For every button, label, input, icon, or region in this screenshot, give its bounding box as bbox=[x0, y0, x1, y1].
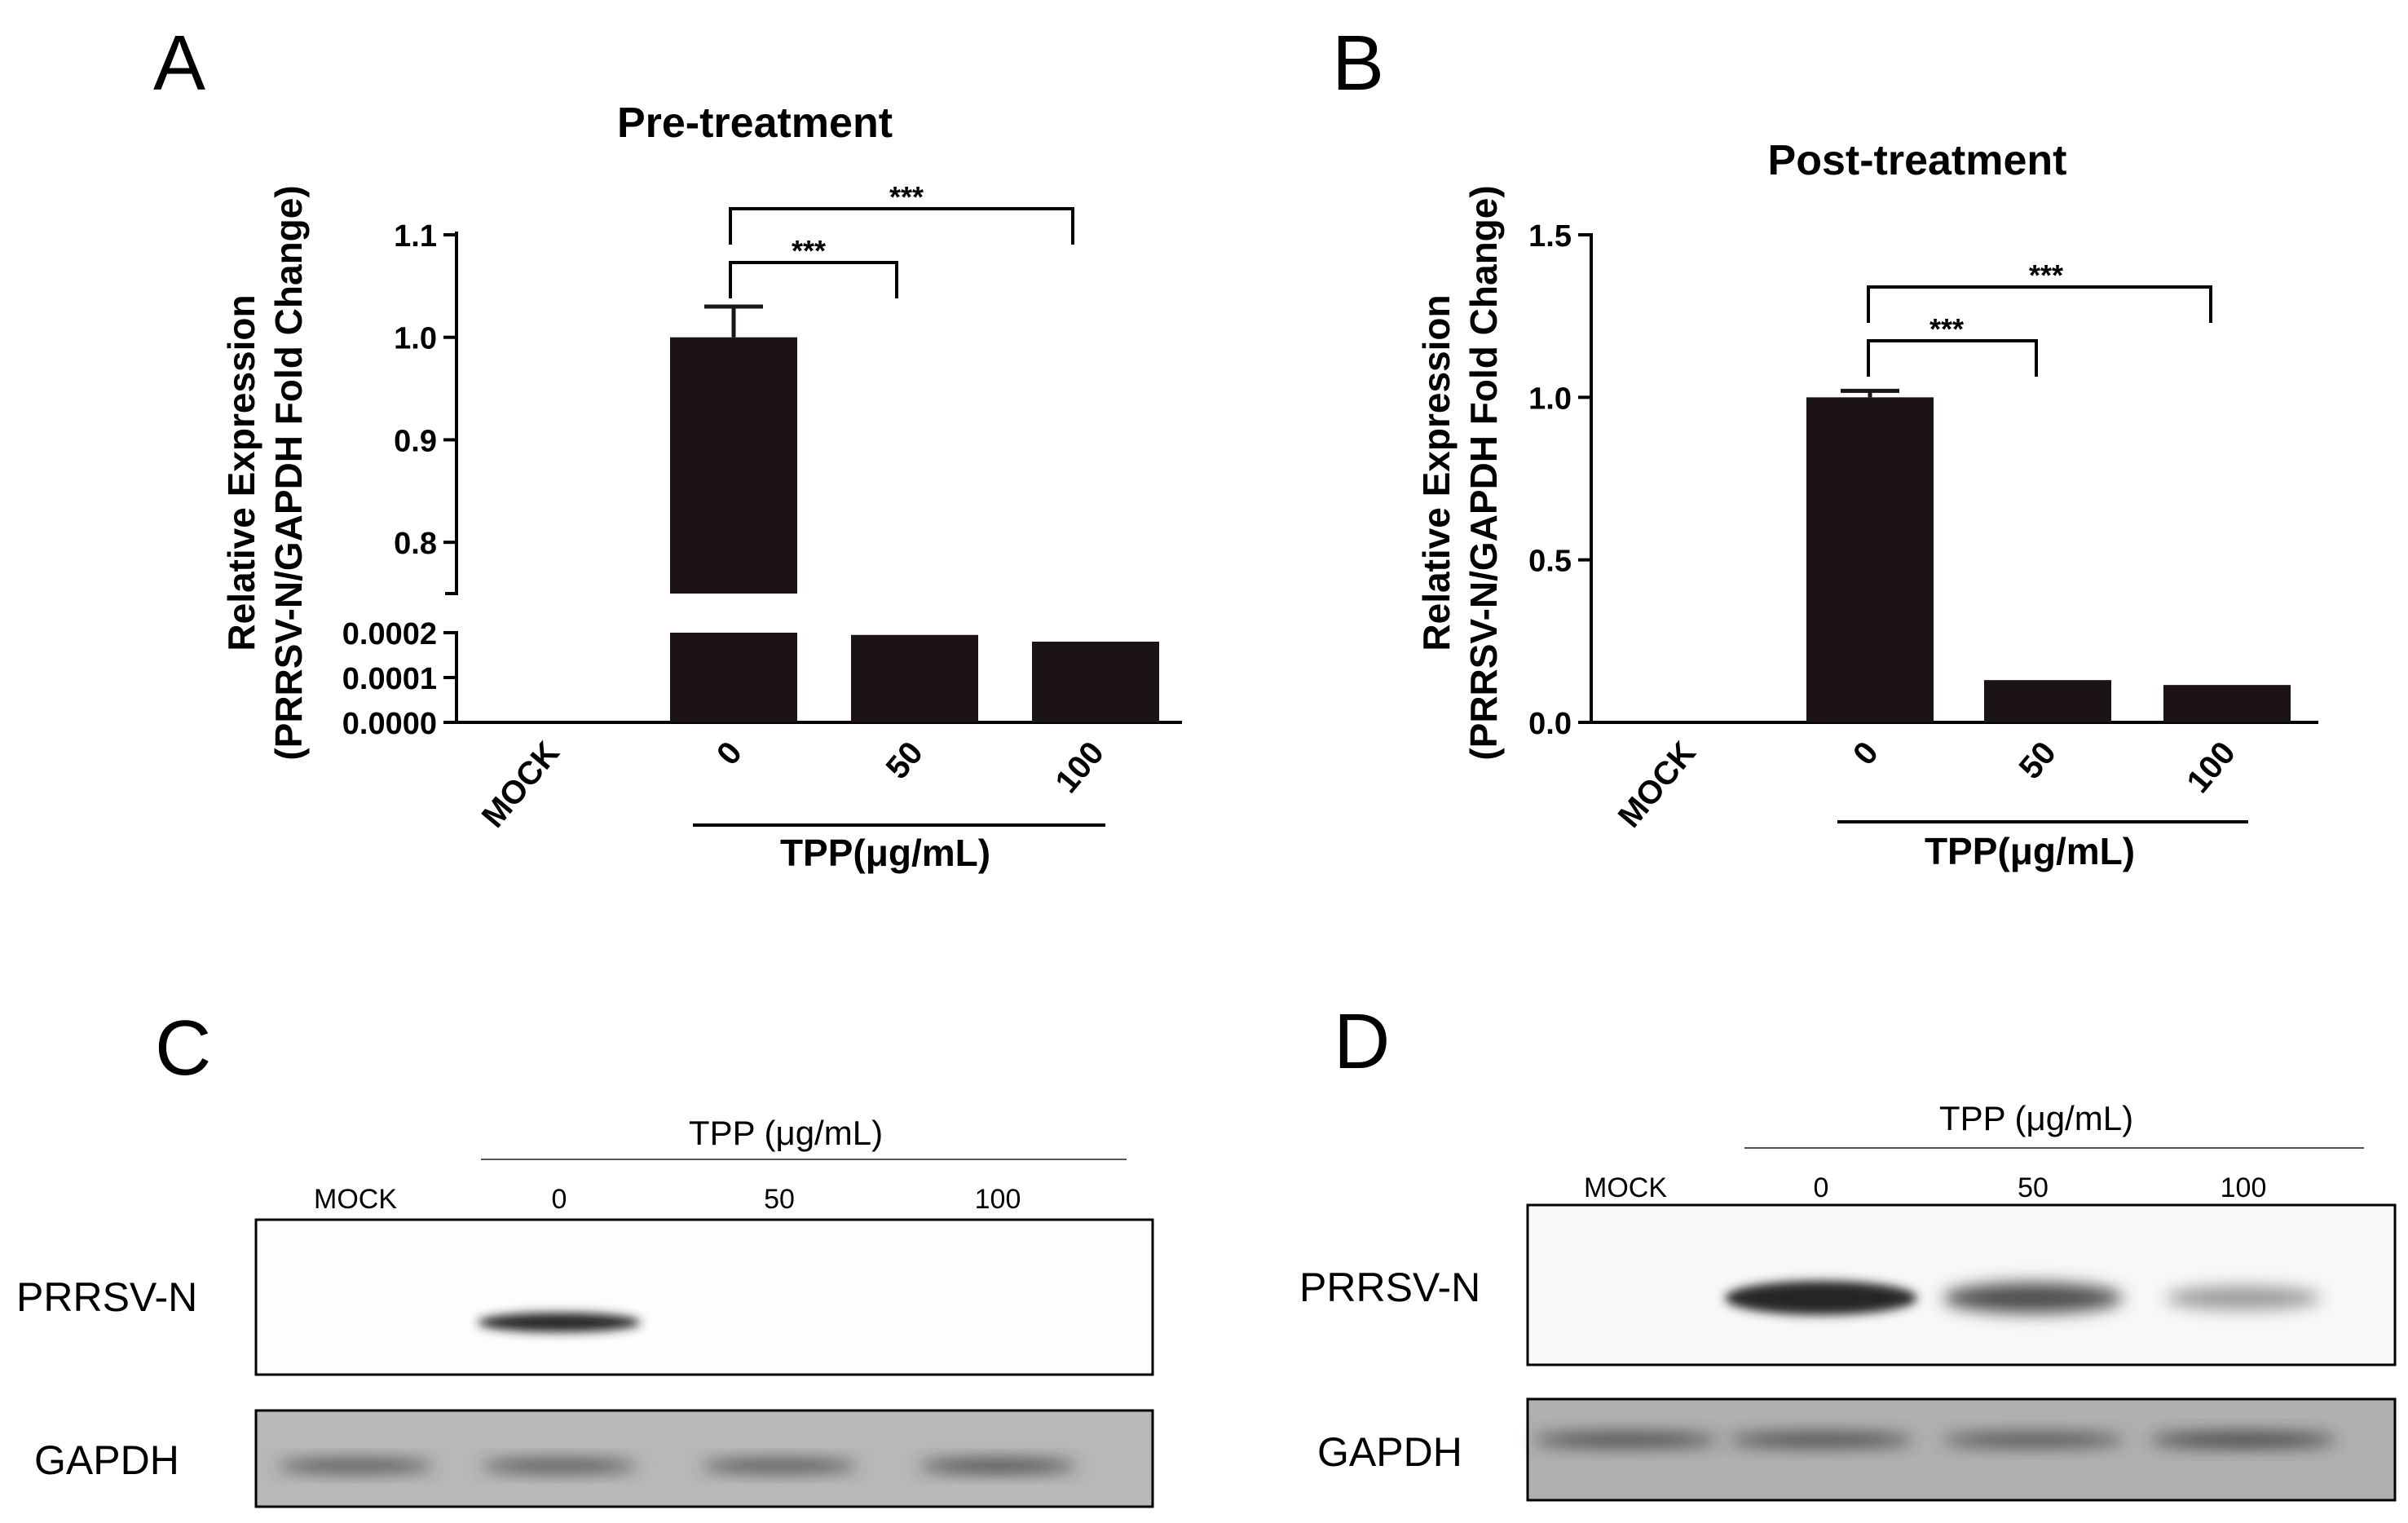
significance-label: *** bbox=[889, 180, 924, 214]
y-tick-label: 1.1 bbox=[394, 219, 437, 254]
chart-b-ylabel-line2: (PRRSV-N/GAPDH Fold Change) bbox=[1462, 185, 1505, 760]
significance-bracket bbox=[1867, 285, 2212, 323]
blot-c-bands bbox=[276, 1313, 1078, 1472]
blot-band-gapdh-lane-mock bbox=[1533, 1433, 1718, 1447]
blot-band-prrsv-n-lane-100 bbox=[2165, 1286, 2322, 1310]
chart-b-ylabel-line1: Relative Expression bbox=[1415, 294, 1458, 651]
blot-d-row-label-gapdh: GAPDH bbox=[1317, 1429, 1462, 1475]
chart-a-title: Pre-treatment bbox=[617, 99, 893, 147]
lane-label: MOCK bbox=[314, 1184, 397, 1215]
blot-d-membrane-prrsv-n bbox=[1526, 1203, 2397, 1366]
panel-letter-d: D bbox=[1334, 998, 1390, 1085]
western-blot-c: TPP (μg/mL) MOCK 0 50 100 PRRSV-N GAPDH bbox=[16, 1114, 1154, 1508]
y-tick-label: 0.0002 bbox=[342, 617, 437, 651]
chart-a-ylabel-line2: (PRRSV-N/GAPDH Fold Change) bbox=[267, 185, 310, 760]
bar-0-upper bbox=[670, 337, 797, 594]
blot-band-prrsv-n-lane-0 bbox=[478, 1313, 641, 1332]
panel-letter-a: A bbox=[153, 20, 205, 107]
x-tick-label: MOCK bbox=[475, 735, 567, 834]
blot-c-membrane-gapdh bbox=[254, 1409, 1154, 1508]
blot-c-lane-labels: MOCK 0 50 100 bbox=[314, 1184, 1021, 1215]
x-tick-label: 0 bbox=[710, 735, 749, 772]
bar-0-lower bbox=[670, 633, 797, 722]
blot-band-prrsv-n-lane-0 bbox=[1725, 1281, 1917, 1315]
blot-c-row-label-gapdh: GAPDH bbox=[34, 1437, 179, 1483]
bar-50 bbox=[851, 634, 978, 722]
blot-d-group-label: TPP (μg/mL) bbox=[1939, 1099, 2133, 1137]
lane-label: 0 bbox=[552, 1184, 567, 1215]
y-tick-label: 0.0000 bbox=[342, 707, 437, 741]
western-blot-d: TPP (μg/mL) MOCK 0 50 100 PRRSV-N GAPDH bbox=[1299, 1099, 2397, 1502]
lane-label: 0 bbox=[1814, 1172, 1829, 1203]
chart-b-x-tick-labels: MOCK 0 50 100 bbox=[1612, 735, 2243, 834]
chart-a-axes: 0.0000 0.0001 0.0002 0.8 0.9 1.0 1.1 bbox=[342, 219, 1182, 741]
blot-c-membrane-prrsv-n bbox=[254, 1218, 1154, 1376]
chart-b-title: Post-treatment bbox=[1768, 137, 2067, 184]
bar-0 bbox=[1806, 397, 1934, 722]
blot-band-gapdh-lane-mock bbox=[276, 1459, 434, 1472]
chart-b-significance: *** *** bbox=[1867, 258, 2212, 377]
blot-band-gapdh-lane-100 bbox=[918, 1459, 1078, 1472]
x-tick-label: 0 bbox=[1846, 735, 1885, 772]
y-tick-label: 0.5 bbox=[1528, 545, 1572, 579]
x-tick-label: 50 bbox=[2013, 735, 2063, 786]
x-tick-label: 50 bbox=[880, 735, 930, 786]
x-tick-label: MOCK bbox=[1612, 735, 1703, 834]
x-tick-label: 100 bbox=[1048, 735, 1111, 800]
significance-bracket bbox=[729, 261, 898, 298]
chart-a-ylabel-line1: Relative Expression bbox=[220, 294, 262, 651]
blot-band-gapdh-lane-50 bbox=[1941, 1433, 2125, 1447]
y-tick-label: 0.0 bbox=[1528, 707, 1572, 741]
y-tick-label: 1.5 bbox=[1528, 219, 1572, 254]
chart-a-x-tick-labels: MOCK 0 50 100 bbox=[475, 735, 1111, 834]
blot-band-gapdh-lane-0 bbox=[480, 1459, 638, 1472]
blot-d-lane-labels: MOCK 0 50 100 bbox=[1584, 1172, 2266, 1203]
y-tick-label: 0.0001 bbox=[342, 662, 437, 696]
significance-bracket bbox=[1867, 339, 2038, 377]
bar-50 bbox=[1984, 680, 2111, 722]
chart-b-group-label: TPP(μg/mL) bbox=[1925, 830, 2135, 872]
blot-band-gapdh-lane-50 bbox=[700, 1459, 858, 1472]
y-tick-label: 1.0 bbox=[1528, 382, 1572, 416]
lane-label: 50 bbox=[2018, 1172, 2049, 1203]
blot-band-gapdh-lane-0 bbox=[1728, 1433, 1914, 1447]
chart-b-bars bbox=[1806, 388, 2291, 722]
significance-bracket bbox=[729, 207, 1074, 245]
blot-d-bands bbox=[1533, 1281, 2338, 1447]
y-tick-label: 0.8 bbox=[394, 527, 437, 561]
y-tick-label: 0.9 bbox=[394, 424, 437, 458]
chart-pre-treatment: Pre-treatment Relative Expression (PRRSV… bbox=[220, 99, 1182, 874]
lane-label: 50 bbox=[764, 1184, 795, 1215]
lane-label: 100 bbox=[2221, 1172, 2267, 1203]
lane-label: MOCK bbox=[1584, 1172, 1667, 1203]
blot-band-prrsv-n-lane-50 bbox=[1943, 1282, 2124, 1313]
bar-100 bbox=[1032, 642, 1159, 722]
lane-label: 100 bbox=[975, 1184, 1021, 1215]
significance-label: *** bbox=[1929, 312, 1964, 346]
blot-c-group-label: TPP (μg/mL) bbox=[689, 1114, 883, 1152]
blot-d-row-label-prrsv-n: PRRSV-N bbox=[1299, 1265, 1480, 1310]
y-tick-label: 1.0 bbox=[394, 322, 437, 356]
blot-band-gapdh-lane-100 bbox=[2149, 1433, 2338, 1447]
panel-letter-b: B bbox=[1332, 20, 1384, 107]
bar-100 bbox=[2163, 685, 2291, 722]
significance-label: *** bbox=[792, 234, 826, 267]
chart-a-significance: *** *** bbox=[729, 180, 1074, 298]
significance-label: *** bbox=[2029, 258, 2063, 292]
blot-c-row-label-prrsv-n: PRRSV-N bbox=[16, 1274, 197, 1320]
chart-post-treatment: Post-treatment Relative Expression (PRRS… bbox=[1415, 137, 2318, 872]
x-tick-label: 100 bbox=[2180, 735, 2243, 800]
panel-letter-c: C bbox=[155, 1004, 211, 1092]
blot-d-membrane-gapdh bbox=[1526, 1397, 2397, 1502]
chart-a-group-label: TPP(μg/mL) bbox=[780, 832, 990, 874]
chart-a-bars bbox=[670, 304, 1159, 722]
